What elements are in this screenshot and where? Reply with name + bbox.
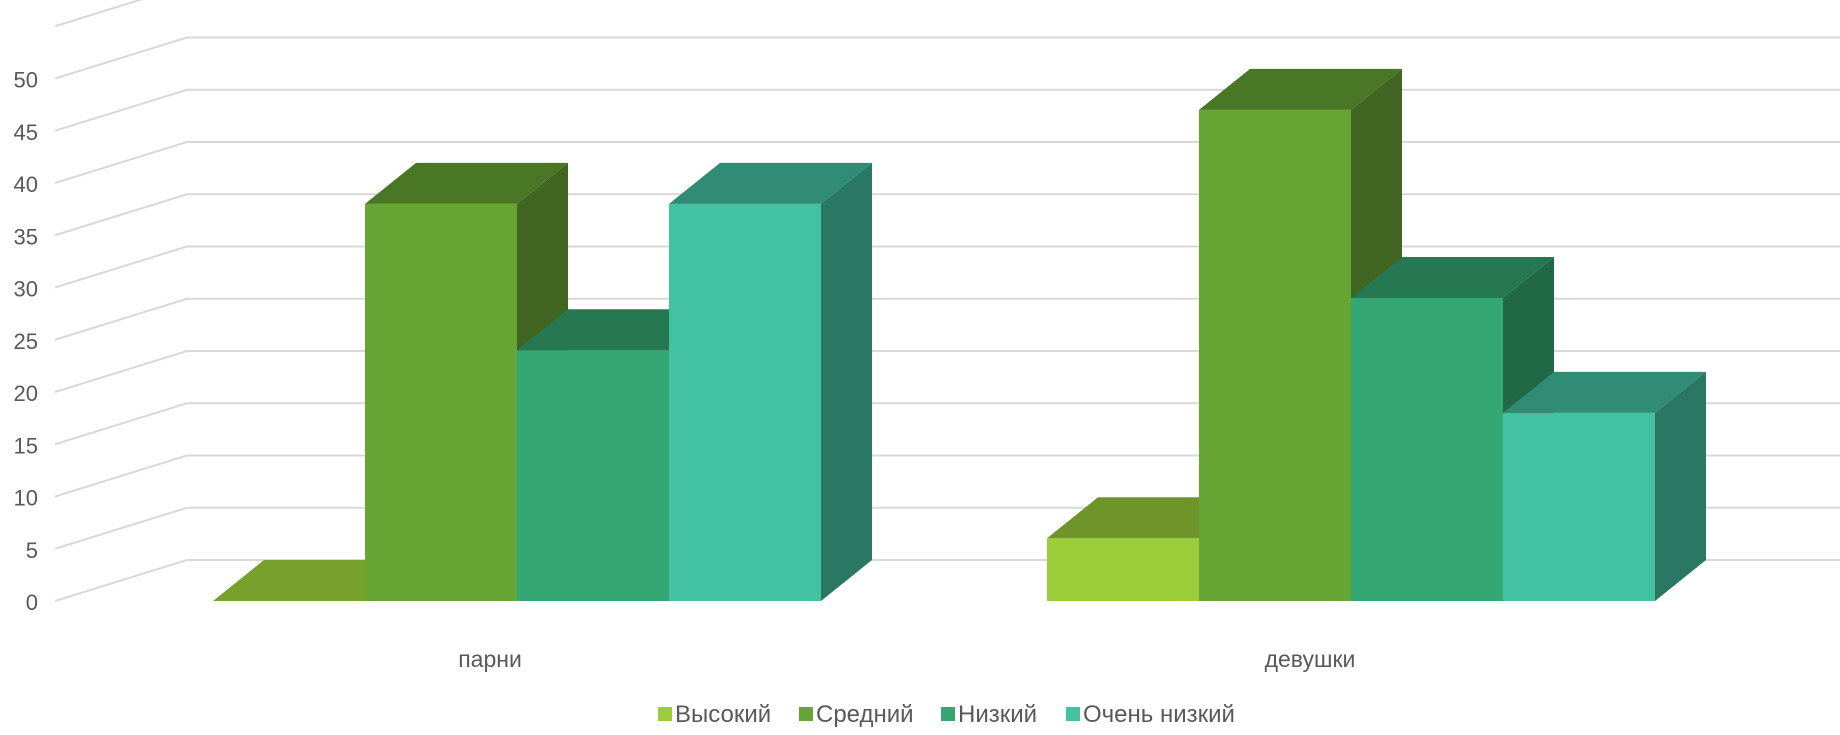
gridline-diagonal: [54, 0, 143, 28]
bar-front: [1047, 538, 1199, 601]
y-tick-label: 25: [14, 329, 38, 354]
x-axis: парни девушки: [458, 646, 1355, 672]
category-label: девушки: [1265, 646, 1356, 672]
legend-item: Низкий: [941, 701, 1037, 728]
gridline-diagonal: [54, 402, 188, 446]
legend-swatch: [1066, 707, 1080, 721]
gridline-diagonal: [54, 36, 188, 80]
gridline-diagonal: [54, 350, 188, 393]
bar-front: [365, 203, 517, 601]
gridline-diagonal: [54, 297, 188, 341]
y-tick-label: 40: [14, 172, 38, 197]
y-tick-label: 10: [14, 486, 38, 511]
legend-item: Очень низкий: [1066, 701, 1235, 728]
legend-swatch: [658, 707, 672, 721]
gridline-diagonal: [54, 245, 188, 289]
legend-label: Высокий: [675, 701, 771, 728]
bar-top: [365, 162, 568, 204]
bar-top: [669, 162, 872, 204]
bars: [213, 68, 1706, 602]
gridline-diagonal: [54, 141, 188, 184]
legend-label: Средний: [816, 701, 914, 728]
bar: [669, 162, 872, 601]
y-tick-label: 20: [14, 381, 38, 406]
y-tick-label: 30: [14, 277, 38, 302]
legend-label: Низкий: [958, 701, 1037, 728]
gridline-diagonal: [54, 88, 188, 132]
bar: [1503, 371, 1706, 601]
bar-side: [821, 162, 872, 601]
gridline-diagonal: [54, 559, 188, 602]
bar-side: [1655, 371, 1706, 601]
y-tick-label: 35: [14, 224, 38, 249]
bar-top: [1199, 68, 1402, 110]
bar-top: [1351, 256, 1554, 298]
y-tick-label: 50: [14, 68, 38, 93]
y-axis: 0 5 10 15 20 25 30 35 40 45 50: [14, 68, 38, 616]
legend-swatch: [799, 707, 813, 721]
legend-label: Очень низкий: [1083, 701, 1235, 728]
y-tick-label: 15: [14, 433, 38, 458]
category-label: парни: [458, 646, 522, 672]
legend-item: Средний: [799, 701, 914, 728]
bar-front: [517, 350, 669, 601]
legend-item: Высокий: [658, 701, 771, 728]
gridline-diagonal: [54, 506, 188, 550]
bar-front: [669, 203, 821, 601]
y-tick-label: 0: [26, 590, 38, 615]
bar-front: [1351, 297, 1503, 601]
gridline-diagonal: [54, 193, 188, 237]
legend-swatch: [941, 707, 955, 721]
y-tick-label: 45: [14, 120, 38, 145]
legend: Высокий Средний Низкий Очень низкий: [658, 701, 1235, 728]
bar-front: [1503, 412, 1655, 601]
bar-front: [1199, 109, 1351, 601]
y-tick-label: 5: [26, 538, 38, 563]
bar-top: [1503, 371, 1706, 413]
gridline-diagonal: [54, 454, 188, 498]
